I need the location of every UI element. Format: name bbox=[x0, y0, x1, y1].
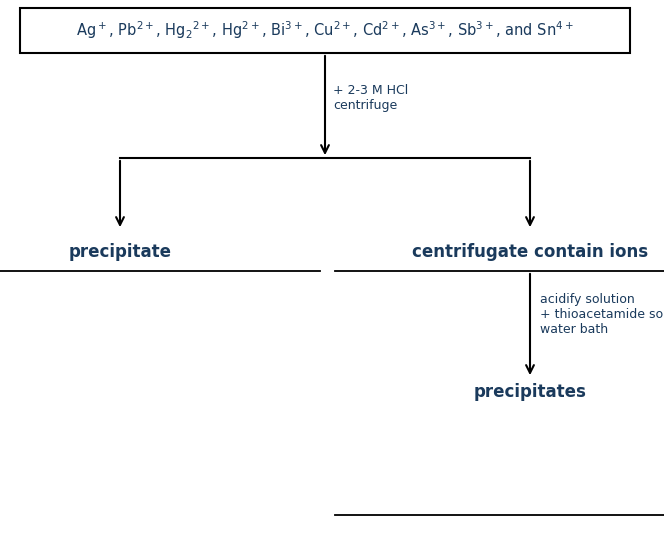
Text: precipitate: precipitate bbox=[68, 243, 171, 261]
Text: precipitates: precipitates bbox=[473, 383, 586, 401]
Text: acidify solution
+ thioacetamide solution
water bath: acidify solution + thioacetamide solutio… bbox=[540, 293, 664, 336]
Text: + 2-3 M HCl
centrifuge: + 2-3 M HCl centrifuge bbox=[333, 84, 408, 111]
FancyBboxPatch shape bbox=[20, 8, 630, 53]
Text: Ag$^+$, Pb$^{2+}$, Hg$_2$$^{2+}$, Hg$^{2+}$, Bi$^{3+}$, Cu$^{2+}$, Cd$^{2+}$, As: Ag$^+$, Pb$^{2+}$, Hg$_2$$^{2+}$, Hg$^{2… bbox=[76, 20, 574, 41]
Text: centrifugate contain ions: centrifugate contain ions bbox=[412, 243, 648, 261]
